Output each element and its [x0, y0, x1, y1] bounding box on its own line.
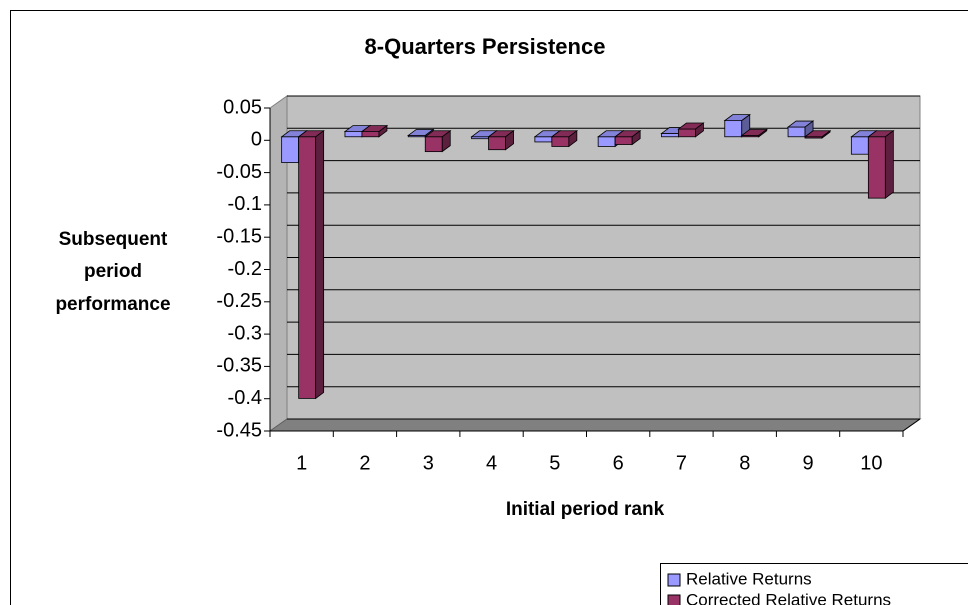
- legend-box: [660, 563, 968, 605]
- y-tick-label: -0.1: [228, 193, 262, 215]
- bar-side: [631, 129, 641, 146]
- x-tick-label: 3: [423, 452, 434, 474]
- x-tick-label: 7: [676, 452, 687, 474]
- x-tick-label: 4: [486, 452, 497, 474]
- bars: [280, 113, 895, 400]
- bar-front: [298, 136, 317, 399]
- legend-label: Relative Returns: [686, 569, 812, 588]
- bar-side: [568, 129, 578, 148]
- legend-swatch: [667, 594, 681, 605]
- legend-swatch: [667, 573, 681, 587]
- bar-front: [724, 120, 743, 138]
- y-axis-title: performance: [55, 294, 170, 315]
- bar-front: [344, 131, 363, 138]
- bar-side: [884, 129, 894, 199]
- bar-front: [361, 131, 380, 138]
- x-tick-label: 9: [802, 452, 813, 474]
- y-tick-label: -0.4: [228, 387, 262, 409]
- x-tick-label: 1: [296, 452, 307, 474]
- y-tick-label: 0.05: [223, 96, 262, 118]
- x-tick-label: 8: [739, 452, 750, 474]
- bar-side: [505, 129, 514, 151]
- y-axis-title: period: [84, 261, 142, 282]
- bar-front: [850, 136, 869, 155]
- y-tick-label: 0: [251, 129, 262, 151]
- x-axis-title: Initial period rank: [506, 499, 665, 520]
- y-tick-label: -0.3: [228, 322, 262, 344]
- x-tick-label: 6: [613, 452, 624, 474]
- y-axis-title: Subsequent: [59, 229, 168, 250]
- bar-front: [488, 136, 506, 151]
- bar-front: [614, 136, 633, 145]
- grid: [264, 95, 920, 432]
- y-tick-label: -0.45: [216, 419, 262, 441]
- bar-side: [315, 129, 325, 400]
- y-tick-label: -0.25: [216, 290, 262, 312]
- x-tick-label: 5: [549, 452, 560, 474]
- y-tick-label: -0.35: [216, 355, 262, 377]
- bar-front: [424, 136, 443, 153]
- x-tick-label: 2: [359, 452, 370, 474]
- bar-side: [441, 129, 451, 153]
- bar-front: [678, 128, 696, 138]
- bar-front: [661, 133, 679, 138]
- y-tick-label: -0.15: [216, 225, 262, 247]
- legend: Relative Returns Corrected Relative Retur…: [660, 563, 968, 605]
- chart-title: 8-Quarters Persistence: [365, 34, 606, 59]
- x-axis-depth: [902, 418, 921, 432]
- bar-side: [758, 128, 768, 138]
- bar-front: [534, 136, 553, 143]
- bar-front: [597, 136, 616, 147]
- bar-side: [695, 122, 704, 138]
- legend-label: Corrected Relative Returns: [686, 590, 891, 605]
- bar-front: [867, 136, 886, 199]
- bar-front: [281, 136, 300, 164]
- y-tick-label: -0.05: [216, 161, 262, 183]
- x-tick-label: 10: [860, 452, 882, 474]
- bar-side: [378, 124, 388, 138]
- bar-front: [551, 136, 570, 147]
- bar-front: [787, 126, 806, 138]
- y-tick-label: -0.2: [228, 258, 262, 280]
- bar-side: [821, 129, 831, 139]
- floor: [268, 418, 922, 432]
